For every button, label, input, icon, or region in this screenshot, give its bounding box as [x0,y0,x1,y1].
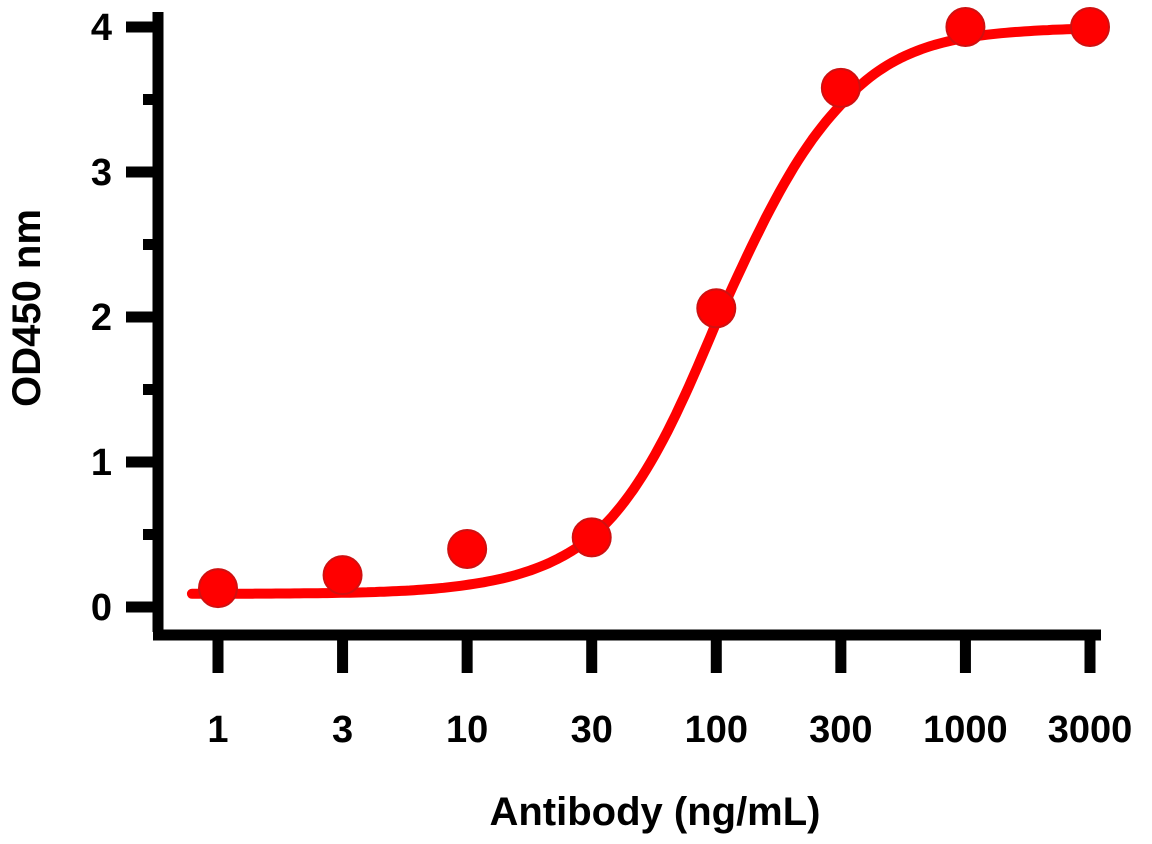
y-axis-title: OD450 nm [5,209,49,407]
data-point [945,7,986,47]
y-tick-label: 3 [91,152,112,194]
y-tick-label: 0 [91,587,112,629]
x-tick-label: 300 [809,709,872,751]
x-tick-label: 1000 [923,709,1008,751]
data-point [696,288,737,329]
y-tick-label: 1 [91,442,112,484]
data-point [1070,7,1110,47]
data-point [820,67,861,108]
x-tick-label: 100 [685,709,748,751]
y-axis: 0 1 2 3 4 [91,7,164,632]
x-tick-label: 10 [446,709,488,751]
x-axis: 1 3 10 30 100 300 1000 3000 [153,629,1133,751]
x-tick-label: 3000 [1048,709,1133,751]
x-tick-label: 30 [571,709,613,751]
y-tick-label: 4 [91,7,112,49]
data-point [571,517,612,558]
fit-curve [186,23,1095,599]
data-point [447,529,488,569]
data-point [322,555,363,596]
x-tick-label: 3 [332,709,353,751]
fit-curve-layer [186,23,1095,599]
y-tick-label: 2 [91,297,112,339]
x-axis-title: Antibody (ng/mL) [489,790,820,834]
x-tick-label: 1 [207,709,228,751]
data-point [198,568,238,609]
data-points-layer [198,7,1110,609]
